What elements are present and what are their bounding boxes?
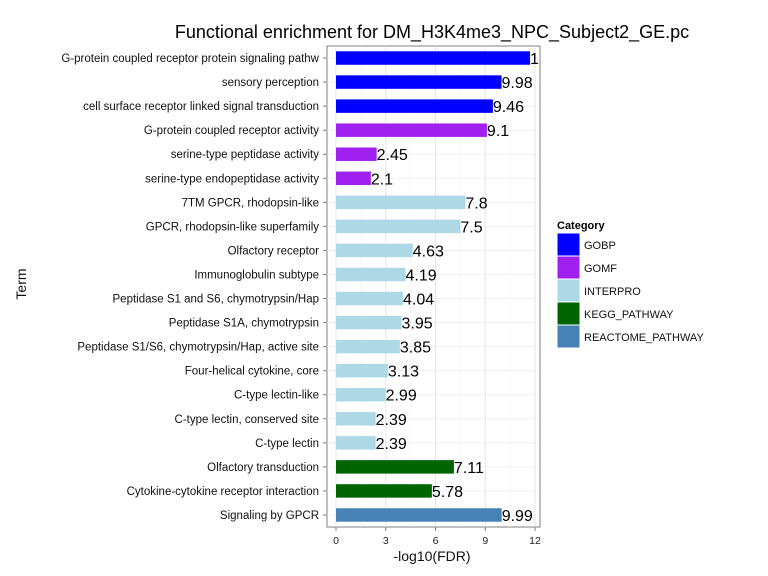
bar-value-label: 2.39 bbox=[376, 436, 407, 453]
bar bbox=[336, 436, 376, 450]
x-axis-ticks: 0 3 6 9 12 bbox=[333, 527, 541, 547]
bar bbox=[336, 267, 406, 282]
legend-label: INTERPRO bbox=[584, 286, 641, 298]
legend-swatch bbox=[556, 301, 581, 326]
bar bbox=[336, 147, 377, 161]
x-axis-label: -log10(FDR) bbox=[393, 548, 470, 564]
bar-value-label: 9.99 bbox=[502, 508, 533, 525]
legend-label: KEGG_PATHWAY bbox=[584, 309, 674, 321]
term-label: 7TM GPCR, rhodopsin-like bbox=[182, 197, 319, 209]
chart-title: Functional enrichment for DM_H3K4me3_NPC… bbox=[175, 22, 689, 43]
bar bbox=[336, 460, 454, 474]
term-label: Peptidase S1A, chymotrypsin bbox=[169, 318, 319, 330]
term-label: serine-type endopeptidase activity bbox=[145, 173, 319, 185]
x-tick-label: 6 bbox=[433, 535, 439, 547]
legend: Category GOBP GOMF INTERPRO KEGG_PATHWAY REA… bbox=[556, 220, 704, 349]
term-label: C-type lectin bbox=[255, 438, 319, 450]
bar-value-label: 5.78 bbox=[432, 484, 463, 501]
term-label: Peptidase S1/S6, chymotrypsin/Hap, activ… bbox=[77, 342, 319, 354]
bar bbox=[336, 219, 461, 234]
bar-value-label: 2.1 bbox=[371, 171, 393, 188]
bar-value-label: 7.11 bbox=[454, 460, 484, 477]
term-label: sensory perception bbox=[222, 77, 319, 89]
term-label: GPCR, rhodopsin-like superfamily bbox=[146, 221, 319, 233]
x-tick-label: 12 bbox=[529, 535, 541, 547]
bar bbox=[336, 387, 386, 402]
term-label: Olfactory receptor bbox=[228, 245, 320, 257]
legend-title: Category bbox=[557, 220, 606, 232]
bar-value-label: 2.99 bbox=[386, 388, 417, 405]
bar bbox=[336, 291, 404, 306]
bar-value-label: 1 bbox=[530, 51, 539, 68]
bar-value-label: 4.63 bbox=[413, 243, 444, 260]
bar-value-label: 9.46 bbox=[493, 99, 524, 116]
legend-label: GOBP bbox=[584, 240, 616, 252]
bar-value-label: 3.85 bbox=[400, 340, 431, 357]
term-label: serine-type peptidase activity bbox=[171, 149, 320, 161]
bar bbox=[336, 363, 388, 378]
legend-label: GOMF bbox=[584, 263, 617, 275]
bar-value-label: 7.5 bbox=[460, 219, 482, 236]
term-label: C-type lectin, conserved site bbox=[175, 414, 319, 426]
bar-value-label: 3.13 bbox=[388, 364, 419, 381]
x-tick-label: 0 bbox=[333, 535, 339, 547]
bar bbox=[336, 315, 402, 330]
bar-value-label: 9.98 bbox=[502, 75, 533, 92]
plot-panel bbox=[326, 45, 541, 528]
bar-value-label: 7.8 bbox=[465, 195, 487, 212]
term-label: Signaling by GPCR bbox=[220, 510, 319, 522]
bar bbox=[336, 99, 493, 113]
legend-label: REACTOME_PATHWAY bbox=[584, 332, 704, 344]
legend-swatch bbox=[556, 255, 581, 280]
bar-value-label: 2.39 bbox=[376, 412, 407, 429]
bar bbox=[336, 412, 376, 426]
bar-value-label: 4.04 bbox=[403, 292, 434, 309]
bar-value-label: 3.95 bbox=[402, 316, 433, 333]
legend-swatch bbox=[556, 324, 581, 349]
bar bbox=[336, 195, 466, 210]
bar-value-label: 4.19 bbox=[405, 267, 436, 284]
bar-value-label: 9.1 bbox=[487, 123, 509, 140]
legend-swatch bbox=[556, 278, 581, 303]
bar bbox=[336, 75, 502, 89]
x-tick-label: 3 bbox=[383, 535, 389, 547]
x-tick-label: 9 bbox=[482, 535, 488, 547]
bar bbox=[336, 484, 432, 498]
bar bbox=[336, 339, 400, 354]
term-label: Four-helical cytokine, core bbox=[185, 366, 319, 378]
term-label: G-protein coupled receptor activity bbox=[144, 125, 319, 137]
term-label: Olfactory transduction bbox=[207, 462, 319, 474]
y-axis-label: Term bbox=[13, 268, 29, 299]
legend-swatch bbox=[556, 232, 581, 257]
term-label: C-type lectin-like bbox=[234, 390, 319, 402]
bar bbox=[336, 243, 413, 258]
term-label: Cytokine-cytokine receptor interaction bbox=[127, 486, 319, 498]
term-label: cell surface receptor linked signal tran… bbox=[83, 101, 319, 113]
term-labels: G-protein coupled receptor protein signa… bbox=[61, 53, 327, 522]
bar-value-label: 2.45 bbox=[377, 147, 408, 164]
bar bbox=[336, 171, 371, 186]
term-label: Peptidase S1 and S6, chymotrypsin/Hap bbox=[113, 294, 319, 306]
term-label: G-protein coupled receptor protein signa… bbox=[61, 53, 319, 65]
panel-border bbox=[326, 45, 541, 528]
bar bbox=[336, 508, 502, 522]
term-label: Immunoglobulin subtype bbox=[194, 269, 319, 281]
bar-group: 1 9.98 9.46 9.1 2.45 2.1 7.8 7.5 4.63 4.19 4.04 3.9… bbox=[336, 51, 539, 525]
bar bbox=[336, 123, 487, 137]
bar bbox=[336, 51, 531, 65]
